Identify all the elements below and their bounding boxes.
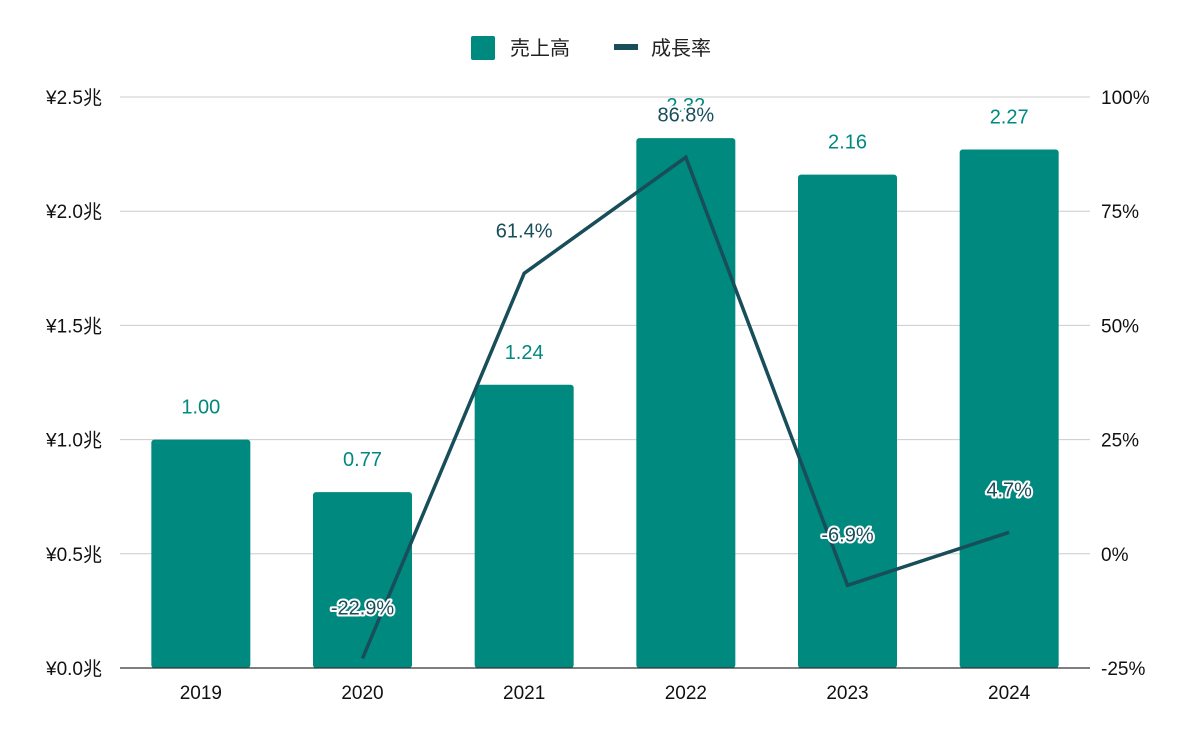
y-left-tick-label: ¥1.5兆 <box>45 315 102 337</box>
y-right-tick-label: 50% <box>1101 316 1139 337</box>
legend-item-sales: 売上高 <box>471 36 570 60</box>
line-series <box>360 154 1010 660</box>
x-tick-label: 2023 <box>826 683 868 704</box>
y-left-tick-label: ¥0.0兆 <box>45 658 102 680</box>
legend-label-sales: 売上高 <box>510 37 570 60</box>
bar-label-2024: 2.27 <box>990 107 1029 129</box>
bar-label-2019: 1.00 <box>181 397 220 419</box>
line-label-2020: -22.9% <box>331 597 395 619</box>
line-label-2021: 61.4% <box>496 220 553 242</box>
x-tick-label: 2022 <box>665 683 707 704</box>
y-right-tick-label: 0% <box>1101 545 1129 566</box>
bar-label-2023: 2.16 <box>828 132 867 154</box>
y-left-tick-label: ¥0.5兆 <box>45 544 102 566</box>
y-right-tick-label: 100% <box>1101 88 1150 109</box>
y-left-tick-label: ¥2.0兆 <box>45 201 102 223</box>
y-axis-left: ¥0.0兆 ¥0.5兆 ¥1.0兆 ¥1.5兆 ¥2.0兆 ¥2.5兆 <box>45 87 102 680</box>
legend-swatch-growth <box>614 44 638 50</box>
legend-item-growth: 成長率 <box>614 37 711 60</box>
y-right-tick-label: 25% <box>1101 431 1139 452</box>
line-label-2024: 4.7% <box>986 479 1032 501</box>
line-label-2023: -6.9% <box>821 524 873 546</box>
x-tick-label: 2020 <box>341 683 383 704</box>
bar-label-2022: 2.32 <box>666 95 705 117</box>
y-axis-right: -25% 0% 25% 50% 75% 100% <box>1101 88 1150 680</box>
bar-2020 <box>313 492 412 668</box>
bar-value-labels: 1.00 0.77 1.24 2.32 2.16 2.27 <box>181 95 1028 471</box>
growth-line <box>360 154 1010 660</box>
bar-2022 <box>636 138 736 668</box>
gridlines <box>120 96 1090 555</box>
bar-2019 <box>151 439 251 668</box>
bar-2023 <box>798 174 897 668</box>
y-left-tick-label: ¥1.0兆 <box>45 430 102 452</box>
bar-series <box>151 138 1059 669</box>
legend: 売上高 成長率 <box>471 36 711 60</box>
bar-2024 <box>959 149 1059 669</box>
x-tick-label: 2024 <box>988 683 1031 704</box>
y-right-tick-label: 75% <box>1101 202 1139 223</box>
legend-swatch-sales <box>471 36 495 60</box>
bar-label-2020: 0.77 <box>343 449 382 471</box>
bar-2021 <box>474 384 574 668</box>
x-axis: 2019 2020 2021 2022 2023 2024 <box>180 683 1031 704</box>
line-value-labels: -22.9% 61.4% 86.8% -6.9% 4.7% <box>329 102 1034 621</box>
x-tick-label: 2021 <box>503 683 545 704</box>
y-left-tick-label: ¥2.5兆 <box>45 87 102 109</box>
bar-label-2021: 1.24 <box>505 342 544 364</box>
y-right-tick-label: -25% <box>1101 659 1145 680</box>
line-label-2022: 86.8% <box>657 104 714 126</box>
legend-label-growth: 成長率 <box>651 37 711 60</box>
x-tick-label: 2019 <box>180 683 222 704</box>
